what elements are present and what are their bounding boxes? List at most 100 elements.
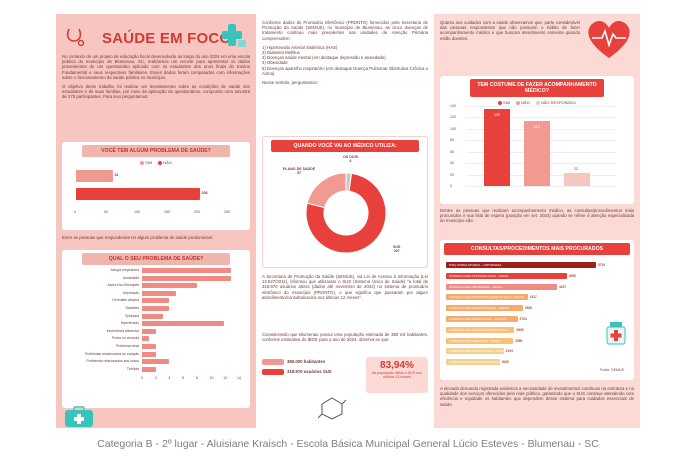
care-text: Quanto aos cuidados com a saúde observam… (440, 20, 580, 41)
list-item: 1) Hipertensão Arterial Sistêmica (HAS) (262, 44, 338, 50)
users-icon (262, 369, 284, 375)
medicine-bottle-icon (606, 322, 626, 345)
chart-title: VOCÊ TEM ALGUM PROBLEMA DE SAÚDE? (82, 145, 230, 157)
chart-plot: 61 206 0 50 100 150 200 250 (74, 164, 236, 218)
footer-caption: Categoria B - 2º lugar - Aluisiane Krais… (97, 438, 599, 450)
pie-slice-sus (305, 172, 387, 254)
health-problem-chart: VOCÊ TEM ALGUM PROBLEMA DE SAÚDE? SIM NÃ… (62, 142, 250, 230)
procedure-bar: CONSULTA EM NEUROLOGIA - ADULTO (446, 316, 518, 322)
x-tick-label: 6 (182, 376, 185, 381)
chart-plot: PSIQ AMBULATORIAL - ORTOPEDIA 5710 CONSULT… (440, 258, 634, 378)
data-label: 2194 (505, 349, 513, 354)
data-label: 2605 (516, 327, 524, 332)
chart-title: QUAL O SEU PROBLEMA DE SAÚDE? (82, 253, 230, 265)
heart-icon (588, 21, 630, 58)
bar (142, 313, 163, 319)
data-label: 2926 (524, 306, 532, 311)
procedure-bar: CONSULTA EM UROLOGIA - GERAL (446, 337, 514, 344)
procedure-bar: CONSULTA EM GASTROENTEROLOGIA (446, 326, 515, 333)
after-chart-text: Entre as pessoas que responderam ter alg… (62, 235, 214, 240)
percent-badge: 83,94% da população utiliza o SUS nos úl… (366, 357, 428, 393)
procedure-bar: PSIQ AMBULATORIAL - ORTOPEDIA (446, 262, 596, 268)
category-label: Epilepsia (125, 313, 139, 318)
semus-text: A Secretaria de Promoção da Saúde (SEMUS… (262, 274, 428, 300)
molecule-icon (318, 397, 346, 420)
category-label: Problema renal (116, 344, 139, 348)
y-tick-label: 120 (450, 115, 456, 120)
chart-title: CONSULTAS/PROCEDIMENTOS MAIS PROCURADOS (444, 243, 630, 255)
x-tick-label: 0 (141, 376, 143, 381)
donut-chart (305, 172, 387, 254)
problem-type-chart: QUAL O SEU PROBLEMA DE SAÚDE? Alergia re… (62, 250, 250, 408)
bar-sim (76, 170, 113, 182)
category-label: Hipertensão (120, 321, 139, 326)
legend-sim: SIM (503, 100, 511, 105)
y-tick-label: 60 (450, 149, 454, 154)
poster: SAÚDE EM FOCO No contexto de um projeto … (56, 14, 640, 428)
x-tick-label: 0 (74, 210, 76, 214)
category-label: Alergia respiratória (110, 268, 139, 272)
data-label: 135 (494, 112, 500, 117)
x-tick-label: 100 (134, 210, 140, 214)
data-label: 2724 (519, 317, 527, 321)
bar (142, 336, 149, 342)
bar-não (76, 188, 200, 200)
bar (142, 275, 232, 281)
bar (142, 283, 197, 289)
category-label: Depressão (122, 290, 139, 295)
chart-title: QUANDO VOCÊ VAI AO MÉDICO UTILIZA: (271, 140, 419, 152)
follow-up-chart: TEM COSTUME DE FAZER ACOMPANHAMENTO MÉDI… (440, 76, 634, 204)
habitants-label: 380.000 habitantes (287, 359, 326, 365)
bar (142, 306, 170, 311)
doctor-usage-chart: QUANDO VOCÊ VAI AO MÉDICO UTILIZA: PLANO… (262, 136, 428, 268)
chart-legend: SIM NÃO NÃO RESPONDEU (440, 100, 634, 105)
pie-slice-plano-de-saúde (306, 172, 347, 209)
x-tick-label: 14 (237, 376, 241, 381)
chart-plot: 0 20 40 60 80 100 120 140 135 113 22 (450, 104, 628, 200)
gridline (466, 117, 616, 119)
users-label: 318.970 usuários SUS (287, 369, 332, 375)
procedure-bar: CONSULTA EM OFTALMOLOGIA - GERAL (446, 272, 567, 279)
source-label: Fonte: SEMUS (600, 368, 624, 372)
first-aid-kit-icon (65, 406, 93, 427)
objective-text: O objetivo deste trabalho foi realizar u… (62, 84, 250, 100)
column-left: SAÚDE EM FOCO No contexto de um projeto … (56, 14, 256, 428)
bar (142, 351, 156, 357)
chart-plot: Alergia respiratória Ansiedade Asma e/ou B… (64, 266, 248, 406)
bar-não (524, 121, 550, 186)
category-label: Pedra no vesícula (111, 336, 139, 341)
data-label: 3117 (529, 295, 537, 300)
bar-sim (484, 108, 510, 186)
bar (142, 290, 177, 296)
page-title: SAÚDE EM FOCO (102, 30, 232, 47)
intro-text: No contexto de um projeto de educação fi… (62, 54, 250, 80)
y-tick-label: 80 (450, 138, 454, 143)
data-label: 61 (114, 173, 119, 177)
list-item: 3) Doenças saúde mental (em destaque dep… (262, 55, 386, 61)
x-tick-label: 150 (164, 210, 170, 214)
population-text: Considerando que Blumenau possui uma pop… (262, 332, 428, 343)
y-tick-label: 40 (450, 161, 454, 166)
medical-cross-icon (222, 24, 246, 47)
y-tick-label: 0 (450, 184, 452, 188)
bar (142, 321, 225, 327)
column-right: Quanto aos cuidados com a saúde observam… (434, 14, 640, 428)
list-item: 2) Diabetes Mellitus (262, 50, 300, 56)
pie-label-dois: OS DOIS 6 (343, 155, 358, 163)
procedure-bar: CONSULTA EM OTORRINOLARINGOLOGIA - GERAL (446, 294, 528, 301)
category-label: Ansiedade (122, 275, 139, 280)
legend-nao: NÃO (163, 160, 172, 165)
procedures-chart: CONSULTAS/PROCEDIMENTOS MAIS PROCURADOS … (440, 240, 634, 380)
y-tick-label: 20 (450, 172, 454, 177)
pie-label-plano: PLANO DE SAÚDE 57 (283, 167, 316, 175)
bar (142, 298, 170, 304)
middle-text: Dentre as pessoas que realizam acompanha… (440, 208, 634, 224)
category-label: Intolerância alimentar (106, 328, 139, 333)
bar (142, 344, 156, 349)
procedure-bar: CONSULTA EM DERMATOLOGIA - GERAL (446, 305, 523, 312)
data-label: 22 (574, 167, 578, 172)
x-tick-label: 10 (209, 376, 214, 381)
procedure-bar: CONSULTA EM ENDOCRINOLOGIA - ADULTO (446, 359, 515, 366)
legend-nr: NÃO RESPONDEU (540, 100, 576, 105)
x-tick-label: 50 (104, 210, 108, 214)
